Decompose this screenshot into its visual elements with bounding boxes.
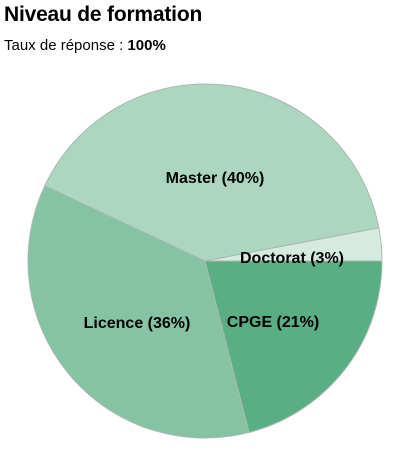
slice-label-licence: Licence (36%)	[84, 315, 191, 332]
response-rate: Taux de réponse : 100%	[4, 37, 166, 54]
pie-slice-doctorat	[204, 227, 383, 262]
response-rate-value: 100%	[127, 37, 166, 54]
pie-slice-master	[44, 83, 380, 262]
slice-label-master: Master (40%)	[166, 170, 265, 187]
response-rate-label: Taux de réponse :	[4, 37, 124, 54]
slice-label-doctorat: Doctorat (3%)	[240, 250, 344, 267]
pie-slice-licence	[27, 184, 250, 439]
chart-title: Niveau de formation	[4, 3, 203, 26]
pie-slice-cpge	[204, 260, 383, 434]
slice-label-cpge: CPGE (21%)	[227, 314, 319, 331]
